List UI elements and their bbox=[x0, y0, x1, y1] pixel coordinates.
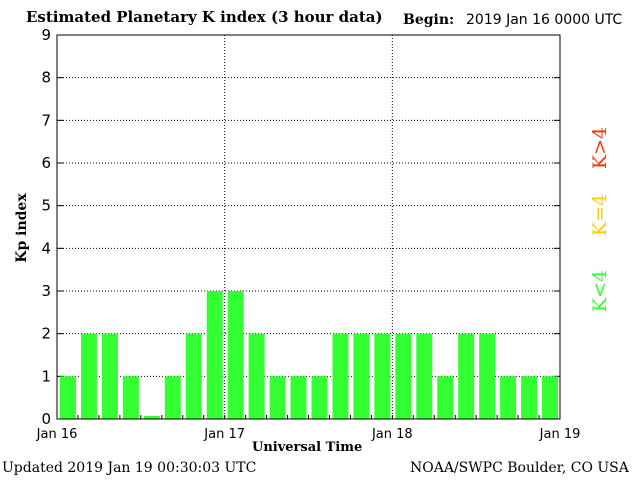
kp-bar bbox=[248, 333, 265, 419]
kp-bar bbox=[122, 376, 139, 419]
y-tick-label: 5 bbox=[41, 197, 51, 215]
kp-bar bbox=[60, 376, 76, 419]
kp-bar bbox=[290, 376, 307, 419]
kp-bar bbox=[500, 376, 517, 419]
legend-k-equal-4: K=4 bbox=[589, 193, 611, 237]
y-axis-label: Kp index bbox=[14, 193, 30, 263]
x-tick-label: Jan 18 bbox=[371, 427, 413, 442]
kp-bar bbox=[311, 376, 328, 419]
kp-bar bbox=[101, 333, 118, 419]
y-tick-label: 3 bbox=[41, 282, 51, 300]
y-tick-label: 9 bbox=[41, 26, 51, 44]
x-tick-label: Jan 17 bbox=[203, 427, 245, 442]
chart-title: Estimated Planetary K index (3 hour data… bbox=[26, 8, 383, 26]
begin-value: 2019 Jan 16 0000 UTC bbox=[466, 12, 623, 28]
y-tick-label: 1 bbox=[41, 367, 51, 385]
kp-bar bbox=[542, 376, 558, 419]
kp-bar bbox=[269, 376, 286, 419]
plot-frame bbox=[56, 34, 561, 420]
kp-bar bbox=[185, 333, 202, 419]
kp-bar bbox=[227, 291, 244, 419]
credit-text: NOAA/SWPC Boulder, CO USA bbox=[410, 460, 629, 476]
kp-bar bbox=[521, 376, 538, 419]
y-tick-label: 6 bbox=[41, 154, 51, 172]
legend-k-less-4: K<4 bbox=[589, 269, 611, 313]
kp-bar bbox=[164, 376, 181, 419]
kp-bar bbox=[437, 376, 454, 419]
legend-k-greater-4: K>4 bbox=[589, 126, 611, 170]
y-tick-label: 4 bbox=[41, 239, 51, 257]
y-tick-label: 7 bbox=[41, 111, 51, 129]
kp-bar bbox=[332, 333, 349, 419]
x-tick-label: Jan 19 bbox=[539, 427, 581, 442]
kp-bar bbox=[374, 333, 391, 419]
kp-bar bbox=[395, 333, 412, 419]
kp-bar bbox=[80, 333, 97, 419]
kp-bar bbox=[143, 416, 160, 419]
kp-bar bbox=[353, 333, 370, 419]
y-tick-label: 8 bbox=[41, 69, 51, 87]
y-tick-label: 2 bbox=[41, 325, 51, 343]
kp-bar bbox=[479, 333, 496, 419]
updated-timestamp: Updated 2019 Jan 19 00:30:03 UTC bbox=[2, 460, 257, 476]
x-tick-label: Jan 16 bbox=[36, 427, 78, 442]
kp-bar bbox=[458, 333, 475, 419]
begin-label: Begin: bbox=[403, 12, 455, 28]
kp-bar bbox=[206, 291, 223, 419]
y-tick-label: 0 bbox=[41, 410, 51, 428]
kp-bar bbox=[416, 333, 433, 419]
x-axis-label: Universal Time bbox=[252, 440, 363, 455]
